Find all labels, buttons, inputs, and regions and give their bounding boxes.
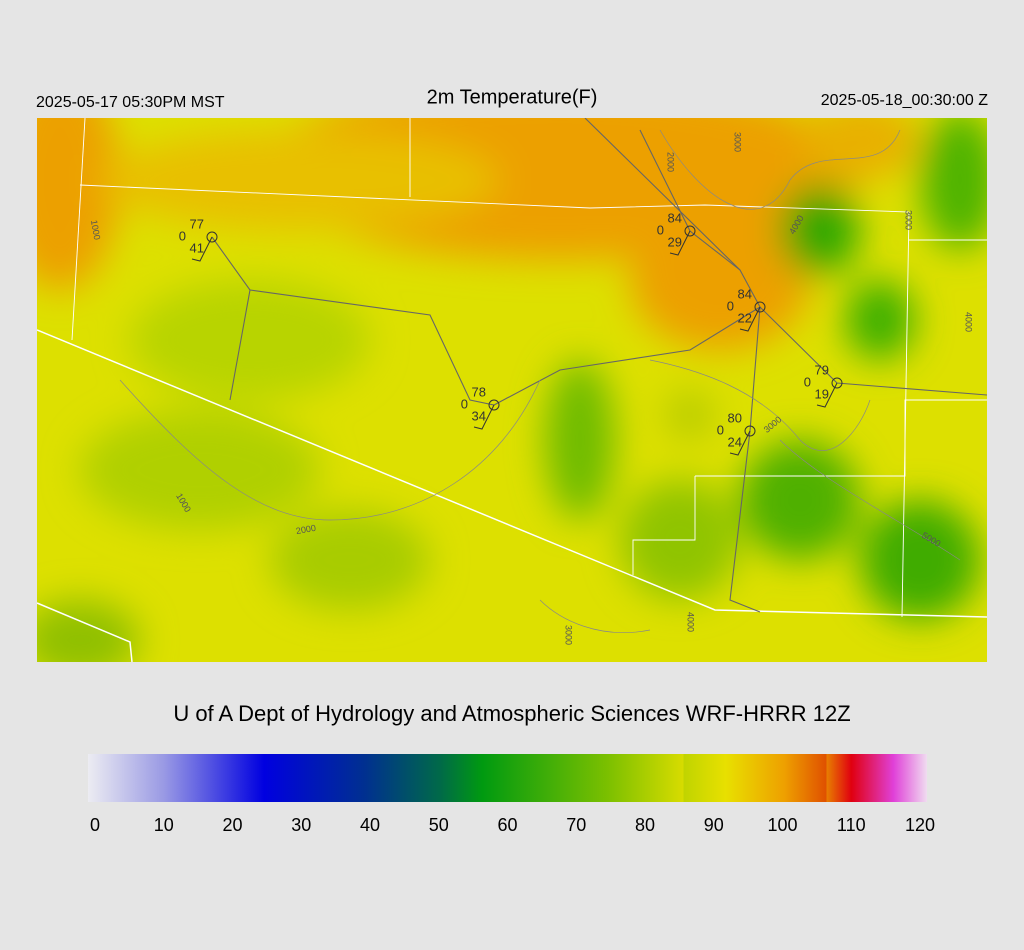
valid-time-local: 2025-05-17 05:30PM MST [36,94,225,111]
temperature: 84 [738,286,752,301]
pressure-change: 0 [461,396,468,411]
dewpoint: 29 [668,234,682,249]
contour-label: 3000 [564,625,574,645]
pressure-change: 0 [804,374,811,389]
colorbar-tick-label: 30 [291,815,311,835]
colorbar-tick-label: 120 [905,815,935,835]
colorbar-tick-label: 0 [90,815,100,835]
wind-barb [473,404,495,430]
contour-label: 3000 [904,210,914,230]
colorbar-tick-label: 90 [704,815,724,835]
dewpoint: 41 [190,240,204,255]
station-circle [744,425,756,437]
dewpoint: 34 [472,408,486,423]
temperature: 80 [728,410,742,425]
wind-barb [816,382,838,408]
colorbar-tick-label: 40 [360,815,380,835]
pressure-change: 0 [179,228,186,243]
station-circle [831,377,843,389]
colorbar-tick-label: 70 [566,815,586,835]
wind-barb [669,230,691,256]
colorbar-ticks: 0 10 20 30 40 50 60 70 80 90 100 110 120 [90,815,935,835]
colorbar-tick-label: 20 [222,815,242,835]
wind-barb [739,306,761,332]
contour-label: 1000 [89,219,102,240]
dewpoint: 22 [738,310,752,325]
colorbar-tick-label: 60 [497,815,517,835]
colorbar [88,754,927,802]
station-circle [206,231,218,243]
pressure-change: 0 [717,422,724,437]
contour-label: 2000 [666,152,676,172]
credit: U of A Dept of Hydrology and Atmospheric… [173,701,850,726]
dewpoint: 24 [728,434,742,449]
station-circle [488,399,500,411]
station-circle [754,301,766,313]
colorbar-tick-label: 100 [767,815,797,835]
wind-barb [729,430,751,456]
colorbar-tick-label: 50 [429,815,449,835]
pressure-change: 0 [657,222,664,237]
temperature: 79 [815,362,829,377]
contour-label: 4000 [686,612,696,632]
colorbar-tick-label: 80 [635,815,655,835]
colorbar-tick-label: 10 [154,815,174,835]
contour-label: 3000 [733,132,743,152]
contour-label: 4000 [964,312,974,332]
map-title: 2m Temperature(F) [427,86,598,108]
dewpoint: 19 [815,386,829,401]
contour-label: 2000 [295,523,316,536]
pressure-change: 0 [727,298,734,313]
temperature: 84 [668,210,682,225]
station-plots: 77 0 41 84 0 29 84 0 22 78 0 34 79 0 19 80 0 24 [179,210,843,456]
colorbar-tick-label: 110 [837,815,866,835]
wind-barb [191,236,213,262]
station-circle [684,225,696,237]
temperature: 77 [190,216,204,231]
temperature-field [37,118,987,662]
temperature: 78 [472,384,486,399]
valid-time-utc: 2025-05-18_00:30:00 Z [821,92,988,109]
